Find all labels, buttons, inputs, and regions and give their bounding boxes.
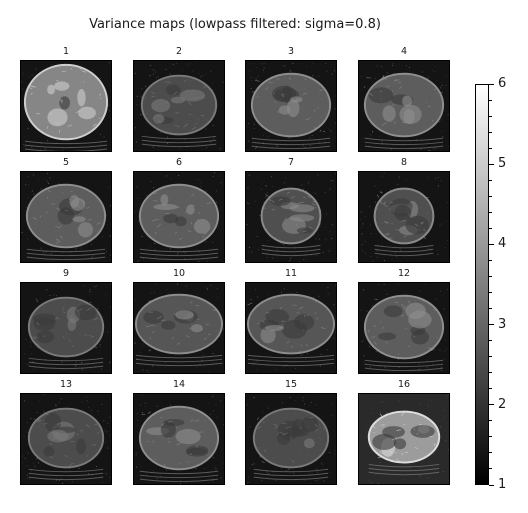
colorbar-tick-label: 2 xyxy=(498,396,507,412)
variance-map-7 xyxy=(245,171,337,263)
colorbar xyxy=(475,84,489,485)
variance-map-16 xyxy=(358,393,450,485)
colorbar-minor-tick xyxy=(489,195,492,197)
variance-map-9 xyxy=(20,282,112,374)
panel-label-10: 10 xyxy=(172,268,186,279)
panel-label-6: 6 xyxy=(175,157,183,168)
panel-label-4: 4 xyxy=(400,46,408,57)
colorbar-minor-tick xyxy=(489,436,492,438)
colorbar-minor-tick xyxy=(489,292,492,294)
colorbar-minor-tick xyxy=(489,452,492,454)
colorbar-minor-tick xyxy=(489,115,492,117)
colorbar-tick xyxy=(489,83,494,85)
variance-map-12 xyxy=(358,282,450,374)
panel-label-3: 3 xyxy=(287,46,295,57)
panel-label-14: 14 xyxy=(172,379,186,390)
variance-map-3 xyxy=(245,60,337,152)
colorbar-tick xyxy=(489,163,494,165)
colorbar-minor-tick xyxy=(489,227,492,229)
colorbar-tick-label: 6 xyxy=(498,76,507,91)
panel-label-13: 13 xyxy=(59,379,73,390)
colorbar-minor-tick xyxy=(489,340,492,342)
colorbar-minor-tick xyxy=(489,468,492,470)
colorbar-tick xyxy=(489,404,494,406)
variance-map-10 xyxy=(133,282,225,374)
panel-label-7: 7 xyxy=(287,157,295,168)
colorbar-minor-tick xyxy=(489,259,492,261)
colorbar-tick-label: 5 xyxy=(498,156,507,172)
variance-map-14 xyxy=(133,393,225,485)
variance-map-5 xyxy=(20,171,112,263)
variance-map-1 xyxy=(20,60,112,152)
variance-map-4 xyxy=(358,60,450,152)
variance-map-15 xyxy=(245,393,337,485)
panel-label-15: 15 xyxy=(284,379,298,390)
colorbar-minor-tick xyxy=(489,131,492,133)
colorbar-tick xyxy=(489,484,494,486)
colorbar-minor-tick xyxy=(489,275,492,277)
colorbar-minor-tick xyxy=(489,420,492,422)
colorbar-minor-tick xyxy=(489,372,492,374)
colorbar-tick xyxy=(489,243,494,245)
colorbar-minor-tick xyxy=(489,179,492,181)
colorbar-minor-tick xyxy=(489,356,492,358)
panel-label-2: 2 xyxy=(175,46,183,57)
colorbar-minor-tick xyxy=(489,147,492,149)
variance-map-11 xyxy=(245,282,337,374)
figure-title: Variance maps (lowpass filtered: sigma=0… xyxy=(89,17,381,32)
colorbar-minor-tick xyxy=(489,211,492,213)
panel-label-9: 9 xyxy=(62,268,70,279)
panel-label-16: 16 xyxy=(397,379,411,390)
panel-label-1: 1 xyxy=(62,46,70,57)
variance-map-6 xyxy=(133,171,225,263)
variance-map-8 xyxy=(358,171,450,263)
panel-label-8: 8 xyxy=(400,157,408,168)
colorbar-minor-tick xyxy=(489,388,492,390)
colorbar-minor-tick xyxy=(489,308,492,310)
colorbar-minor-tick xyxy=(489,99,492,101)
panel-label-5: 5 xyxy=(62,157,70,168)
colorbar-tick-label: 3 xyxy=(498,316,507,332)
panel-label-12: 12 xyxy=(397,268,411,279)
panel-label-11: 11 xyxy=(284,268,298,279)
colorbar-tick xyxy=(489,324,494,326)
colorbar-tick-label: 4 xyxy=(498,236,507,252)
variance-map-2 xyxy=(133,60,225,152)
variance-map-13 xyxy=(20,393,112,485)
colorbar-tick-label: 1 xyxy=(498,477,507,492)
